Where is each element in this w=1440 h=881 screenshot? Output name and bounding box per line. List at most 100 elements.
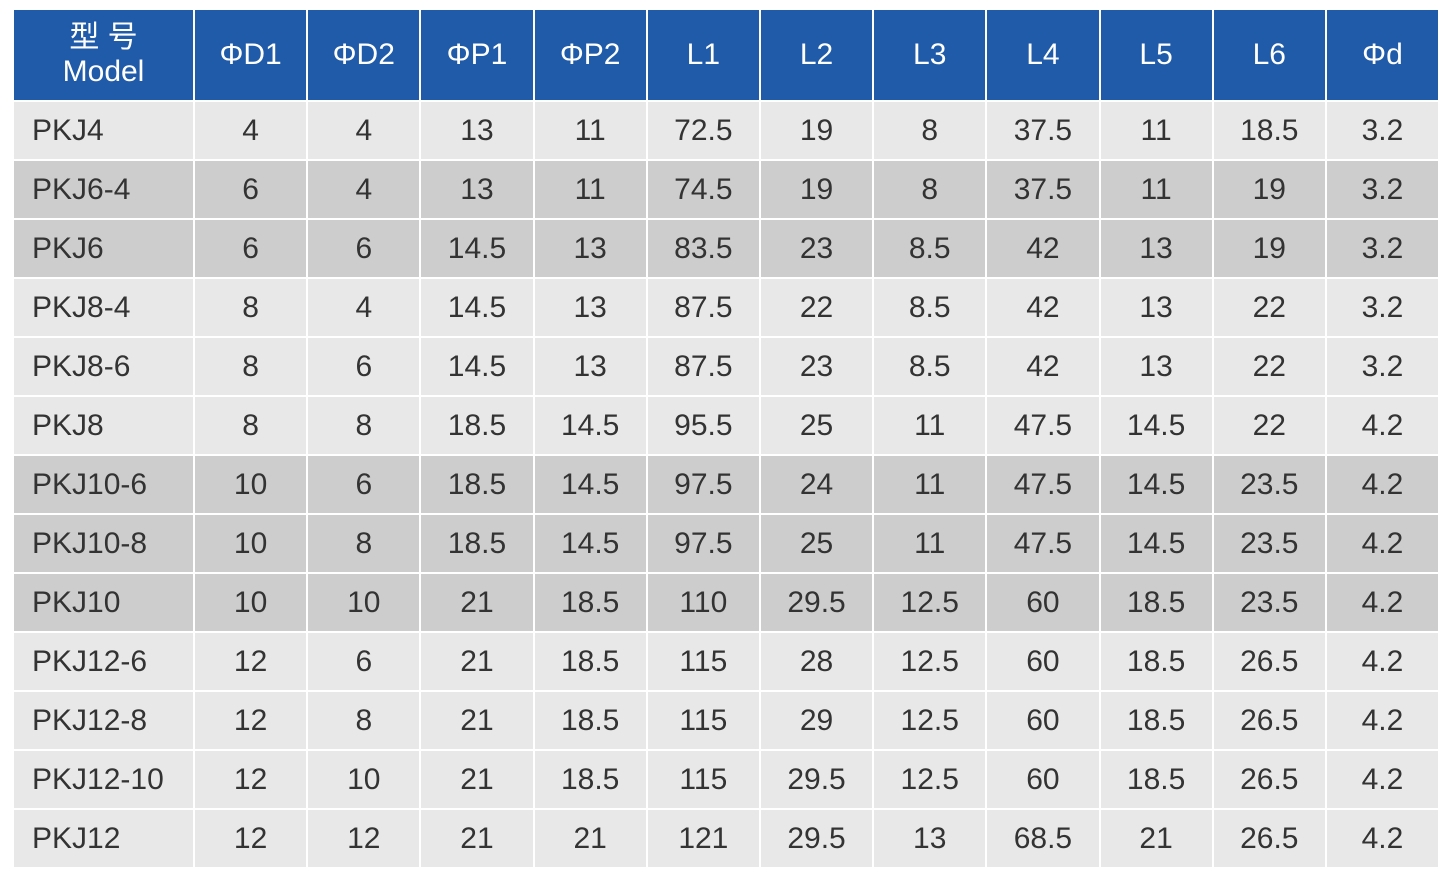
model-cell: PKJ12-10 — [12, 749, 195, 810]
cell: 6 — [192, 218, 309, 279]
cell: 14.5 — [419, 277, 535, 338]
cell: 10 — [192, 572, 309, 633]
cell: 14.5 — [419, 218, 535, 279]
cell: 22 — [1211, 277, 1327, 338]
model-cell: PKJ10-8 — [12, 513, 195, 574]
cell: 11 — [1098, 100, 1214, 161]
cell: 28 — [758, 631, 875, 692]
cell: 115 — [645, 749, 761, 810]
cell: 12 — [192, 631, 309, 692]
table-row: PKJ6-4 6 4 13 11 74.5 19 8 37.5 11 19 3.2 — [12, 159, 1440, 220]
column-header: L3 — [872, 8, 988, 102]
cell: 11 — [532, 159, 648, 220]
cell: 8 — [306, 513, 422, 574]
cell: 21 — [419, 572, 535, 633]
cell: 10 — [306, 572, 422, 633]
cell: 26.5 — [1211, 690, 1327, 751]
cell: 23 — [758, 218, 875, 279]
cell: 12.5 — [872, 749, 988, 810]
cell: 23.5 — [1211, 513, 1327, 574]
cell: 42 — [985, 336, 1101, 397]
table-row: PKJ10-8 10 8 18.5 14.5 97.5 25 11 47.5 14.5 23.5 4.… — [12, 513, 1440, 574]
cell: 19 — [758, 100, 875, 161]
cell: 47.5 — [985, 454, 1101, 515]
cell: 37.5 — [985, 100, 1101, 161]
cell: 8 — [306, 690, 422, 751]
cell: 10 — [192, 513, 309, 574]
model-cell: PKJ6-4 — [12, 159, 195, 220]
cell: 14.5 — [1098, 513, 1214, 574]
cell: 13 — [872, 808, 988, 869]
cell: 18.5 — [419, 513, 535, 574]
cell: 11 — [1098, 159, 1214, 220]
table-row: PKJ12 12 12 21 21 121 29.5 13 68.5 21 26.5 4.2 — [12, 808, 1440, 869]
cell: 4 — [306, 277, 422, 338]
column-header: ΦD1 — [192, 8, 309, 102]
cell: 10 — [192, 454, 309, 515]
cell: 13 — [532, 277, 648, 338]
cell: 18.5 — [1211, 100, 1327, 161]
cell: 12 — [192, 690, 309, 751]
cell: 11 — [872, 513, 988, 574]
cell: 26.5 — [1211, 749, 1327, 810]
cell: 12.5 — [872, 572, 988, 633]
cell: 10 — [306, 749, 422, 810]
cell: 47.5 — [985, 395, 1101, 456]
cell: 11 — [872, 454, 988, 515]
cell: 29.5 — [758, 572, 875, 633]
cell: 22 — [758, 277, 875, 338]
cell: 8 — [192, 395, 309, 456]
column-header: L5 — [1098, 8, 1214, 102]
table-row: PKJ10-6 10 6 18.5 14.5 97.5 24 11 47.5 14.5 23.5 4.… — [12, 454, 1440, 515]
model-cell: PKJ10-6 — [12, 454, 195, 515]
cell: 4.2 — [1324, 395, 1440, 456]
cell: 4.2 — [1324, 454, 1440, 515]
cell: 21 — [419, 749, 535, 810]
column-header: ΦD2 — [306, 8, 422, 102]
cell: 13 — [532, 218, 648, 279]
cell: 14.5 — [532, 395, 648, 456]
cell: 8.5 — [872, 218, 988, 279]
cell: 121 — [645, 808, 761, 869]
cell: 60 — [985, 572, 1101, 633]
cell: 42 — [985, 218, 1101, 279]
cell: 4 — [192, 100, 309, 161]
cell: 19 — [1211, 218, 1327, 279]
column-header: ΦP2 — [532, 8, 648, 102]
cell: 14.5 — [1098, 454, 1214, 515]
cell: 22 — [1211, 395, 1327, 456]
cell: 18.5 — [419, 395, 535, 456]
cell: 24 — [758, 454, 875, 515]
cell: 3.2 — [1324, 218, 1440, 279]
model-cell: PKJ8-6 — [12, 336, 195, 397]
cell: 26.5 — [1211, 808, 1327, 869]
cell: 18.5 — [532, 631, 648, 692]
cell: 60 — [985, 749, 1101, 810]
cell: 3.2 — [1324, 159, 1440, 220]
table-row: PKJ8-4 8 4 14.5 13 87.5 22 8.5 42 13 22 3.2 — [12, 277, 1440, 338]
cell: 4.2 — [1324, 572, 1440, 633]
cell: 47.5 — [985, 513, 1101, 574]
column-header: L1 — [645, 8, 761, 102]
cell: 6 — [306, 336, 422, 397]
cell: 23.5 — [1211, 572, 1327, 633]
table-row: PKJ8 8 8 18.5 14.5 95.5 25 11 47.5 14.5 22 4.2 — [12, 395, 1440, 456]
cell: 12 — [306, 808, 422, 869]
model-cell: PKJ8-4 — [12, 277, 195, 338]
cell: 74.5 — [645, 159, 761, 220]
cell: 21 — [419, 808, 535, 869]
table-row: PKJ12-10 12 10 21 18.5 115 29.5 12.5 60 18.5 26.5 4… — [12, 749, 1440, 810]
cell: 6 — [192, 159, 309, 220]
model-header: 型 号 Model — [12, 8, 195, 102]
table-row: PKJ6 6 6 14.5 13 83.5 23 8.5 42 13 19 3.2 — [12, 218, 1440, 279]
cell: 110 — [645, 572, 761, 633]
cell: 8 — [192, 277, 309, 338]
header-row: 型 号 Model ΦD1 ΦD2 ΦP1 ΦP2 L1 L2 L3 L4 L5 L6 Φd — [12, 8, 1440, 102]
cell: 6 — [306, 218, 422, 279]
cell: 14.5 — [1098, 395, 1214, 456]
cell: 25 — [758, 513, 875, 574]
cell: 8.5 — [872, 336, 988, 397]
cell: 12.5 — [872, 631, 988, 692]
cell: 4.2 — [1324, 749, 1440, 810]
